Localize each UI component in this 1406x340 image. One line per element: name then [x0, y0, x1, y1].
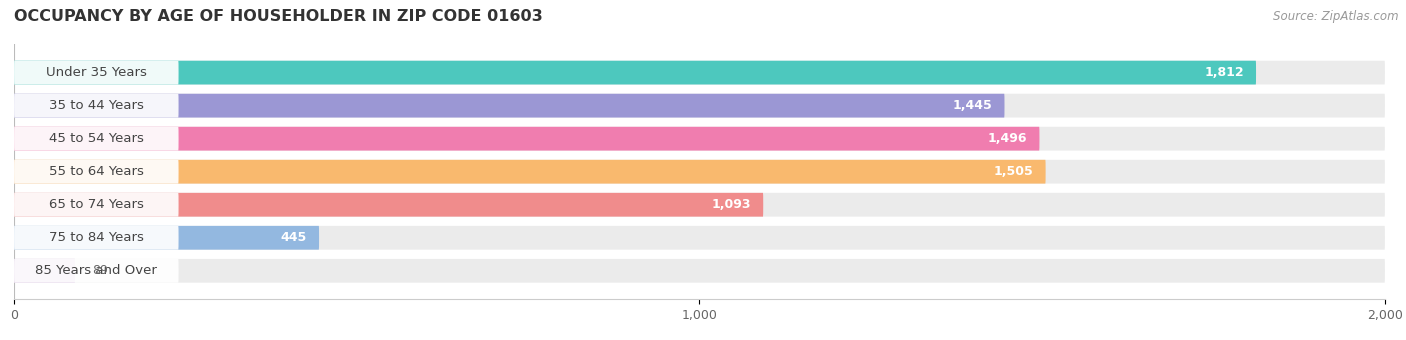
FancyBboxPatch shape	[14, 127, 1039, 151]
Text: OCCUPANCY BY AGE OF HOUSEHOLDER IN ZIP CODE 01603: OCCUPANCY BY AGE OF HOUSEHOLDER IN ZIP C…	[14, 9, 543, 24]
FancyBboxPatch shape	[14, 160, 1385, 184]
Text: 45 to 54 Years: 45 to 54 Years	[49, 132, 143, 145]
FancyBboxPatch shape	[14, 94, 1385, 118]
Text: 1,505: 1,505	[994, 165, 1033, 178]
Text: Under 35 Years: Under 35 Years	[46, 66, 146, 79]
Text: 35 to 44 Years: 35 to 44 Years	[49, 99, 143, 112]
Text: 1,093: 1,093	[711, 198, 751, 211]
FancyBboxPatch shape	[14, 226, 179, 250]
Text: 89: 89	[93, 264, 108, 277]
Text: 85 Years and Over: 85 Years and Over	[35, 264, 157, 277]
FancyBboxPatch shape	[14, 193, 1385, 217]
Text: 65 to 74 Years: 65 to 74 Years	[49, 198, 143, 211]
FancyBboxPatch shape	[14, 259, 179, 283]
FancyBboxPatch shape	[14, 127, 1385, 151]
FancyBboxPatch shape	[14, 94, 1004, 118]
FancyBboxPatch shape	[14, 160, 179, 184]
Text: Source: ZipAtlas.com: Source: ZipAtlas.com	[1274, 10, 1399, 23]
Text: 1,812: 1,812	[1204, 66, 1244, 79]
FancyBboxPatch shape	[14, 127, 179, 151]
Text: 55 to 64 Years: 55 to 64 Years	[49, 165, 143, 178]
FancyBboxPatch shape	[14, 61, 179, 85]
FancyBboxPatch shape	[14, 259, 75, 283]
Text: 1,445: 1,445	[952, 99, 993, 112]
FancyBboxPatch shape	[14, 193, 763, 217]
Text: 445: 445	[280, 231, 307, 244]
FancyBboxPatch shape	[14, 193, 179, 217]
FancyBboxPatch shape	[14, 226, 319, 250]
Text: 1,496: 1,496	[987, 132, 1028, 145]
FancyBboxPatch shape	[14, 94, 179, 118]
FancyBboxPatch shape	[14, 160, 1046, 184]
FancyBboxPatch shape	[14, 226, 1385, 250]
FancyBboxPatch shape	[14, 61, 1256, 85]
Text: 75 to 84 Years: 75 to 84 Years	[49, 231, 143, 244]
FancyBboxPatch shape	[14, 259, 1385, 283]
FancyBboxPatch shape	[14, 61, 1385, 85]
